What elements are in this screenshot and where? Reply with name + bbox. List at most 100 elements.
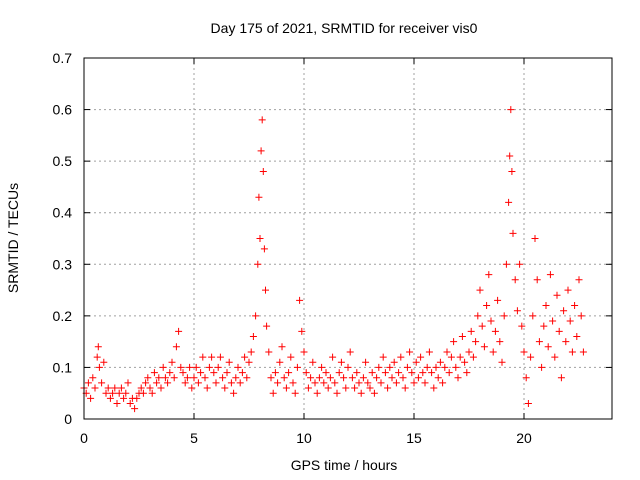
data-point bbox=[320, 379, 328, 387]
data-point bbox=[579, 348, 587, 356]
data-point bbox=[285, 369, 293, 377]
data-point bbox=[555, 327, 563, 335]
data-point bbox=[386, 363, 394, 371]
data-point bbox=[214, 363, 222, 371]
data-point bbox=[362, 358, 370, 366]
data-point bbox=[529, 312, 537, 320]
data-point bbox=[84, 379, 92, 387]
axis-ticks: 0 0.1 0.2 0.3 0.4 0.5 0.6 0.7 0 5 10 15 20 bbox=[53, 50, 612, 446]
data-point bbox=[296, 296, 304, 304]
data-point bbox=[212, 379, 220, 387]
data-point bbox=[357, 389, 365, 397]
data-point bbox=[179, 369, 187, 377]
data-point bbox=[186, 363, 194, 371]
data-point bbox=[496, 338, 504, 346]
data-point bbox=[379, 353, 387, 361]
data-point bbox=[505, 198, 513, 206]
data-point bbox=[524, 400, 532, 408]
data-point bbox=[208, 353, 216, 361]
data-point bbox=[465, 348, 473, 356]
data-point bbox=[243, 374, 251, 382]
data-point bbox=[439, 379, 447, 387]
y-tick-label: 0.4 bbox=[53, 205, 73, 221]
data-point bbox=[500, 312, 508, 320]
data-point bbox=[234, 363, 242, 371]
data-point bbox=[115, 389, 123, 397]
data-point bbox=[370, 389, 378, 397]
y-tick-label: 0.2 bbox=[53, 308, 73, 324]
y-tick-label: 0.6 bbox=[53, 102, 73, 118]
data-point bbox=[304, 384, 312, 392]
data-point bbox=[131, 405, 139, 413]
data-point bbox=[531, 235, 539, 242]
data-point bbox=[192, 363, 200, 371]
data-point bbox=[511, 276, 519, 284]
data-point bbox=[390, 358, 398, 366]
grid bbox=[84, 58, 612, 419]
data-point bbox=[109, 389, 117, 397]
data-point bbox=[553, 291, 561, 299]
data-point bbox=[342, 384, 350, 392]
data-point bbox=[491, 327, 499, 335]
data-point bbox=[518, 322, 526, 330]
data-point bbox=[168, 358, 176, 366]
data-point bbox=[397, 353, 405, 361]
data-point bbox=[340, 374, 348, 382]
data-point bbox=[549, 317, 557, 325]
data-point bbox=[557, 374, 565, 382]
data-point bbox=[395, 369, 403, 377]
data-point bbox=[456, 353, 464, 361]
data-point bbox=[487, 317, 495, 325]
data-point bbox=[265, 348, 273, 356]
data-point bbox=[443, 348, 451, 356]
data-point bbox=[227, 379, 235, 387]
data-points bbox=[80, 106, 587, 413]
data-point bbox=[546, 271, 554, 279]
data-point bbox=[564, 286, 572, 294]
data-point bbox=[571, 302, 579, 310]
data-point bbox=[410, 379, 418, 387]
data-point bbox=[335, 369, 343, 377]
data-point bbox=[507, 106, 515, 114]
data-point bbox=[276, 358, 284, 366]
data-point bbox=[117, 384, 125, 392]
data-point bbox=[566, 317, 574, 325]
data-point bbox=[177, 363, 185, 371]
data-point bbox=[166, 369, 174, 377]
data-point bbox=[377, 379, 385, 387]
data-point bbox=[282, 384, 290, 392]
data-point bbox=[472, 338, 480, 346]
data-point bbox=[535, 338, 543, 346]
data-point bbox=[87, 394, 95, 402]
data-point bbox=[278, 343, 286, 351]
data-point bbox=[302, 369, 310, 377]
data-point bbox=[106, 394, 114, 402]
data-point bbox=[419, 369, 427, 377]
data-point bbox=[126, 400, 134, 408]
data-point bbox=[89, 374, 97, 382]
data-point bbox=[368, 369, 376, 377]
data-point bbox=[318, 363, 326, 371]
data-point bbox=[432, 363, 440, 371]
data-point bbox=[252, 312, 260, 320]
data-point bbox=[120, 394, 128, 402]
data-point bbox=[298, 327, 306, 335]
data-point bbox=[111, 384, 119, 392]
data-point bbox=[161, 374, 169, 382]
data-point bbox=[406, 348, 414, 356]
data-point bbox=[417, 353, 425, 361]
data-point bbox=[260, 245, 268, 253]
data-point bbox=[95, 363, 103, 371]
data-point bbox=[412, 358, 420, 366]
data-point bbox=[403, 363, 411, 371]
data-point bbox=[483, 302, 491, 310]
data-point bbox=[348, 374, 356, 382]
data-point bbox=[221, 384, 229, 392]
data-point bbox=[122, 389, 130, 397]
data-point bbox=[485, 271, 493, 279]
data-point bbox=[311, 379, 319, 387]
data-point bbox=[258, 116, 266, 124]
data-point bbox=[450, 338, 458, 346]
data-point bbox=[560, 307, 568, 315]
data-point bbox=[478, 322, 486, 330]
